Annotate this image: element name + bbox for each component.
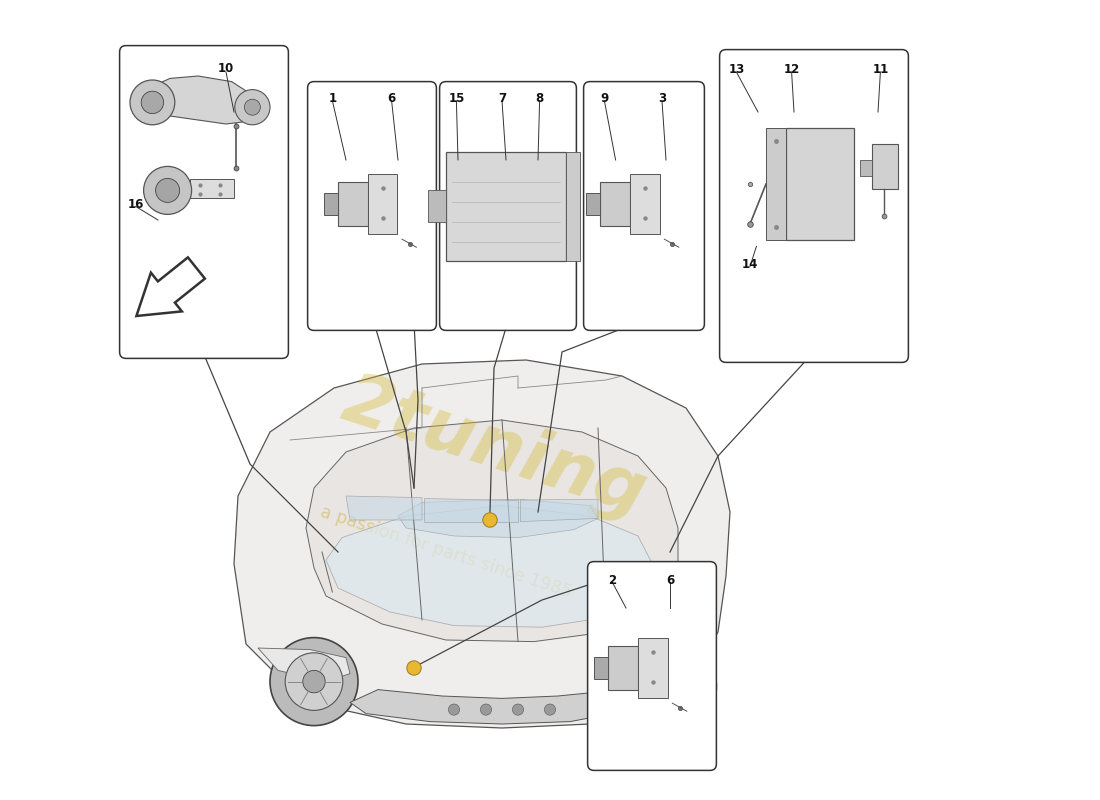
Circle shape <box>144 166 191 214</box>
Polygon shape <box>350 690 642 724</box>
Text: 8: 8 <box>536 92 543 105</box>
Text: 14: 14 <box>741 258 758 270</box>
Polygon shape <box>638 638 668 698</box>
Polygon shape <box>871 144 898 189</box>
Polygon shape <box>190 179 234 198</box>
Circle shape <box>130 80 175 125</box>
Polygon shape <box>520 499 598 522</box>
Polygon shape <box>646 640 708 682</box>
Circle shape <box>270 638 358 726</box>
Polygon shape <box>367 174 397 234</box>
Circle shape <box>513 704 524 715</box>
Text: 13: 13 <box>728 63 745 76</box>
Circle shape <box>141 91 164 114</box>
Polygon shape <box>446 152 566 261</box>
Polygon shape <box>860 160 871 176</box>
Text: a passion for parts since 1985: a passion for parts since 1985 <box>318 502 574 602</box>
Text: 16: 16 <box>128 198 144 210</box>
Polygon shape <box>786 128 854 240</box>
Polygon shape <box>425 498 518 522</box>
FancyBboxPatch shape <box>584 82 704 330</box>
Text: 2: 2 <box>608 574 616 586</box>
Circle shape <box>483 513 497 527</box>
Polygon shape <box>566 152 581 261</box>
Circle shape <box>449 704 460 715</box>
FancyArrow shape <box>136 258 205 316</box>
Polygon shape <box>323 193 338 215</box>
Text: 3: 3 <box>658 92 667 105</box>
Polygon shape <box>346 496 422 520</box>
Polygon shape <box>766 128 786 240</box>
Circle shape <box>244 99 261 115</box>
Text: 9: 9 <box>601 92 608 105</box>
Text: 15: 15 <box>448 92 464 105</box>
Polygon shape <box>586 193 601 215</box>
Text: 11: 11 <box>872 63 889 76</box>
Polygon shape <box>630 174 660 234</box>
Polygon shape <box>306 420 678 642</box>
Text: 2tuning: 2tuning <box>333 366 654 530</box>
FancyBboxPatch shape <box>120 46 288 358</box>
Polygon shape <box>142 76 258 124</box>
Circle shape <box>407 661 421 675</box>
Circle shape <box>302 670 326 693</box>
Circle shape <box>639 656 701 717</box>
Circle shape <box>234 90 270 125</box>
FancyBboxPatch shape <box>308 82 437 330</box>
Circle shape <box>544 704 556 715</box>
FancyBboxPatch shape <box>719 50 909 362</box>
Text: 6: 6 <box>666 574 674 586</box>
Circle shape <box>481 704 492 715</box>
Polygon shape <box>234 360 730 728</box>
Polygon shape <box>601 182 630 226</box>
Text: 6: 6 <box>387 92 396 105</box>
Circle shape <box>155 178 179 202</box>
Polygon shape <box>338 182 367 226</box>
Circle shape <box>624 640 716 733</box>
Polygon shape <box>326 506 652 627</box>
Circle shape <box>285 653 343 710</box>
Text: 12: 12 <box>783 63 800 76</box>
Polygon shape <box>594 657 608 679</box>
FancyBboxPatch shape <box>440 82 576 330</box>
FancyBboxPatch shape <box>587 562 716 770</box>
Polygon shape <box>398 499 598 538</box>
Text: 7: 7 <box>498 92 506 105</box>
Text: 1: 1 <box>328 92 337 105</box>
Polygon shape <box>258 648 350 682</box>
Circle shape <box>658 674 682 698</box>
Polygon shape <box>428 190 446 222</box>
Polygon shape <box>608 646 638 690</box>
Text: 10: 10 <box>218 62 234 74</box>
